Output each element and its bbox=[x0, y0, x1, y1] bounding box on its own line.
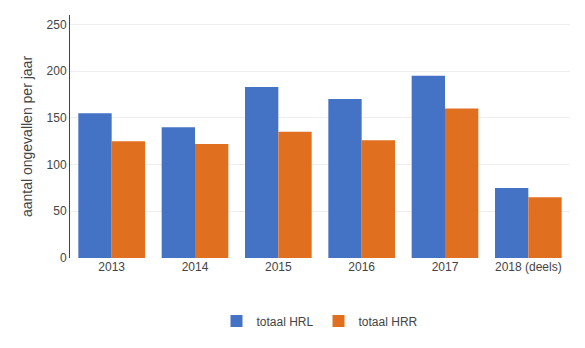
svg-text:50: 50 bbox=[53, 204, 67, 218]
svg-text:200: 200 bbox=[47, 64, 67, 78]
svg-text:2013: 2013 bbox=[98, 260, 125, 274]
svg-text:aantal ongevallen per jaar: aantal ongevallen per jaar bbox=[19, 56, 35, 217]
svg-text:2015: 2015 bbox=[265, 260, 292, 274]
svg-text:2018 (deels): 2018 (deels) bbox=[495, 260, 562, 274]
svg-text:totaal HRL: totaal HRL bbox=[257, 315, 314, 329]
svg-text:2016: 2016 bbox=[348, 260, 375, 274]
svg-text:100: 100 bbox=[47, 158, 67, 172]
svg-text:2017: 2017 bbox=[432, 260, 459, 274]
svg-text:2014: 2014 bbox=[182, 260, 209, 274]
svg-text:250: 250 bbox=[47, 18, 67, 32]
svg-text:150: 150 bbox=[47, 111, 67, 125]
svg-text:0: 0 bbox=[60, 251, 67, 265]
svg-text:totaal HRR: totaal HRR bbox=[359, 315, 418, 329]
